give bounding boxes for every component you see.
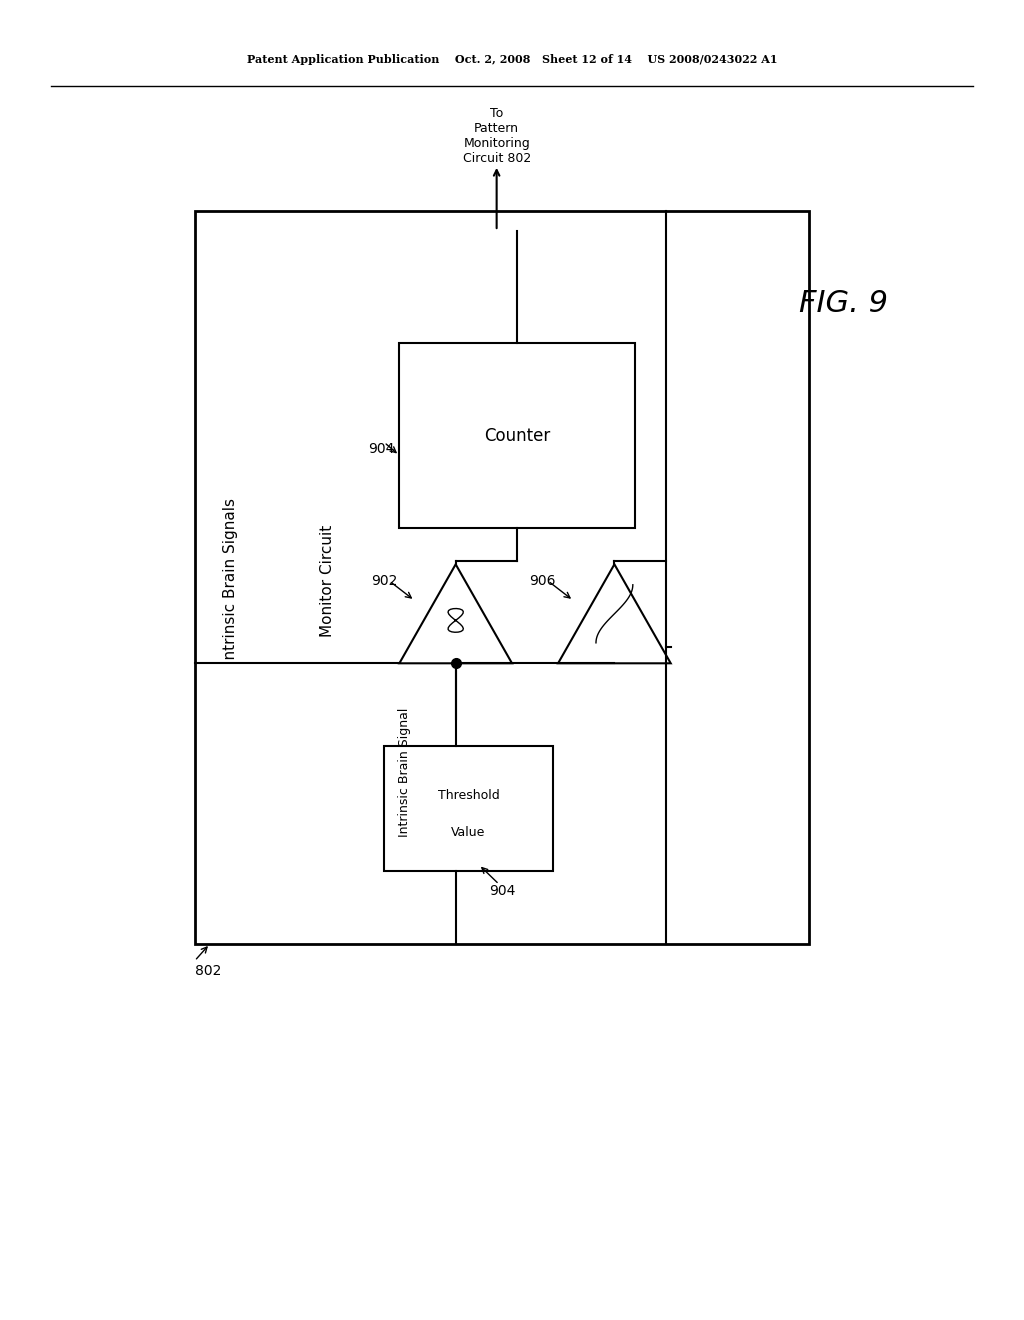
Text: Intrinsic Brain Signals: Intrinsic Brain Signals (223, 498, 238, 664)
Text: 902: 902 (371, 574, 397, 587)
Text: FIG. 9: FIG. 9 (799, 289, 888, 318)
Text: 906: 906 (529, 574, 556, 587)
Text: Threshold: Threshold (437, 789, 500, 801)
Bar (195, 211, 809, 944)
Text: Intrinsic Brain Signal: Intrinsic Brain Signal (398, 708, 411, 837)
Text: 802: 802 (195, 964, 221, 978)
Text: Value: Value (452, 826, 485, 838)
Text: Patent Application Publication    Oct. 2, 2008   Sheet 12 of 14    US 2008/02430: Patent Application Publication Oct. 2, 2… (247, 54, 777, 65)
Text: Counter: Counter (484, 426, 550, 445)
Bar (399, 343, 635, 528)
Bar (384, 746, 553, 871)
Text: 904: 904 (368, 442, 394, 455)
Text: 904: 904 (489, 884, 515, 898)
Text: Monitor Circuit: Monitor Circuit (321, 524, 335, 638)
Text: To
Pattern
Monitoring
Circuit 802: To Pattern Monitoring Circuit 802 (463, 107, 530, 165)
